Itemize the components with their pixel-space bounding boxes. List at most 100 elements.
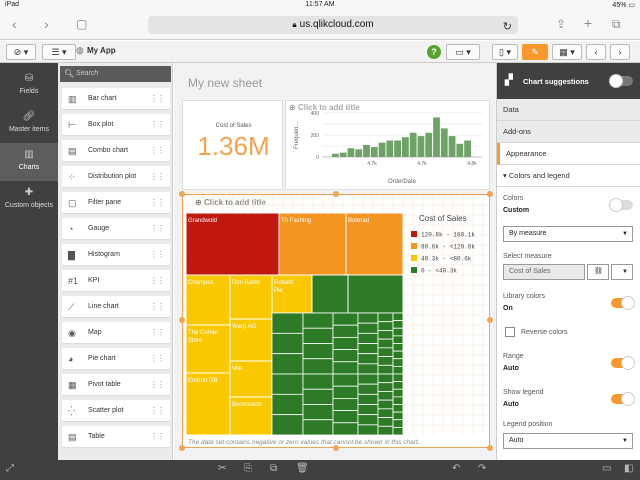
treemap-cell[interactable] <box>332 397 359 411</box>
tabs-icon[interactable]: ⧉ <box>612 17 621 31</box>
drag-handle-icon[interactable]: ⋮⋮ <box>150 354 165 363</box>
treemap-cell[interactable] <box>271 274 313 314</box>
sheets-button[interactable]: ▦ ▾ <box>552 44 582 60</box>
undo-icon[interactable]: ↶ <box>452 463 461 474</box>
treemap-cell[interactable] <box>377 364 394 375</box>
treemap-cell[interactable] <box>357 414 379 426</box>
treemap-cell[interactable] <box>332 336 359 350</box>
window-icon[interactable]: ▭ <box>602 463 612 474</box>
treemap-cell[interactable] <box>271 312 304 334</box>
treemap-cell[interactable] <box>392 426 404 435</box>
treemap-object[interactable]: ⊕ Click to add title Grandwold Th Fashing… <box>179 191 493 451</box>
treemap-cell[interactable] <box>229 318 273 362</box>
global-menu-button[interactable]: ☰ ▾ <box>42 44 76 60</box>
chart-list-item[interactable]: ▢ Filter pane ⋮⋮ <box>62 192 170 214</box>
resize-handle[interactable] <box>333 445 339 451</box>
measure-field[interactable]: Cost of Sales <box>503 264 585 280</box>
resize-handle[interactable] <box>179 317 185 323</box>
help-icon[interactable]: ? <box>427 45 441 59</box>
chart-list-item[interactable]: ▇ Histogram ⋮⋮ <box>62 244 170 266</box>
treemap-cell[interactable] <box>377 399 394 410</box>
chart-list-item[interactable]: ▥ Bar chart ⋮⋮ <box>62 88 170 110</box>
forward-icon[interactable]: › <box>44 16 49 32</box>
treemap-cell[interactable] <box>357 404 379 416</box>
library-colors-toggle[interactable] <box>611 296 635 310</box>
treemap-cell[interactable] <box>392 396 404 405</box>
treemap-cell[interactable] <box>271 393 304 416</box>
sheet-title[interactable]: My new sheet <box>188 76 263 90</box>
chart-list-item[interactable]: ▤ Table ⋮⋮ <box>62 426 170 448</box>
histogram-bar[interactable] <box>370 147 378 157</box>
drag-handle-icon[interactable]: ⋮⋮ <box>150 146 165 155</box>
kpi-object[interactable]: Cost of Sales 1.36M <box>182 100 283 190</box>
chart-list-item[interactable]: ⟋ Line chart ⋮⋮ <box>62 296 170 318</box>
histogram-bar[interactable] <box>355 149 363 157</box>
app-name[interactable]: My App <box>87 46 116 55</box>
cut-icon[interactable]: ✂ <box>218 463 227 474</box>
chart-list-item[interactable]: ⊢ Box plot ⋮⋮ <box>62 114 170 136</box>
drag-handle-icon[interactable]: ⋮⋮ <box>150 94 165 103</box>
edit-button[interactable]: ✎ <box>522 44 548 60</box>
treemap-cell[interactable] <box>392 411 404 421</box>
treemap-cell[interactable] <box>392 350 404 360</box>
chart-list-item[interactable]: ◔ Gauge ⋮⋮ <box>62 218 170 240</box>
expand-icon[interactable]: ⤢ <box>6 463 14 474</box>
treemap-cell[interactable] <box>332 349 359 363</box>
chart-list-item[interactable]: ◕ Pie chart ⋮⋮ <box>62 348 170 370</box>
new-tab-icon[interactable]: + <box>584 15 593 31</box>
treemap-cell[interactable] <box>302 343 334 360</box>
drag-handle-icon[interactable]: ⋮⋮ <box>150 276 165 285</box>
treemap-cell[interactable] <box>271 353 304 375</box>
colors-toggle[interactable] <box>609 198 633 212</box>
show-legend-toggle[interactable] <box>611 392 635 406</box>
histogram-bar[interactable] <box>394 140 401 158</box>
rail-item-custom-objects[interactable]: ✚ Custom objects <box>0 181 58 219</box>
treemap-cell[interactable] <box>311 274 349 314</box>
treemap-cell[interactable] <box>392 404 404 413</box>
treemap-cell[interactable] <box>229 274 273 320</box>
treemap-cell[interactable] <box>377 330 394 340</box>
resize-handle[interactable] <box>333 191 339 197</box>
treemap-cell[interactable] <box>392 320 404 329</box>
histogram-bar[interactable] <box>440 128 448 157</box>
histogram-bar[interactable] <box>433 117 440 157</box>
chart-list-item[interactable]: ◉ Map ⋮⋮ <box>62 322 170 344</box>
treemap-cell[interactable] <box>392 335 404 344</box>
treemap-cell[interactable] <box>332 422 359 435</box>
drag-handle-icon[interactable]: ⋮⋮ <box>150 250 165 259</box>
redo-icon[interactable]: ↷ <box>478 463 487 474</box>
treemap-cell[interactable] <box>377 425 394 435</box>
nav-add-ons[interactable]: Add-ons <box>497 121 640 143</box>
treemap-cell[interactable] <box>302 373 334 390</box>
treemap-cell[interactable] <box>185 212 280 276</box>
legend-position-dropdown[interactable]: Auto ▼ <box>503 433 633 449</box>
histogram-bar[interactable] <box>448 136 456 157</box>
treemap-cell[interactable] <box>271 373 304 395</box>
treemap-cell[interactable] <box>185 324 231 374</box>
treemap-cell[interactable] <box>332 385 359 399</box>
treemap-cell[interactable] <box>271 332 304 355</box>
drag-handle-icon[interactable]: ⋮⋮ <box>150 406 165 415</box>
chart-list-item[interactable]: ▦ Pivot table ⋮⋮ <box>62 374 170 396</box>
resize-handle[interactable] <box>487 191 493 197</box>
treemap-cell[interactable] <box>357 353 379 365</box>
treemap-cell[interactable] <box>392 312 404 322</box>
histogram-title[interactable]: ⊕ Click to add title <box>289 103 360 112</box>
share-icon[interactable]: ⇪ <box>556 17 567 31</box>
histogram-bar[interactable] <box>339 152 347 157</box>
drag-handle-icon[interactable]: ⋮⋮ <box>150 172 165 181</box>
treemap-cell[interactable] <box>357 322 379 334</box>
measure-link-button[interactable]: ⛓ <box>587 264 609 280</box>
treemap-cell[interactable] <box>377 312 394 323</box>
treemap-cell[interactable] <box>377 382 394 392</box>
treemap-cell[interactable] <box>357 424 379 435</box>
device-preview-button[interactable]: ▯ ▾ <box>492 44 518 60</box>
treemap-cell[interactable] <box>377 356 394 366</box>
treemap-cell[interactable] <box>377 408 394 418</box>
next-sheet-button[interactable]: › <box>610 44 630 60</box>
treemap-cell[interactable] <box>392 327 404 337</box>
treemap-cell[interactable] <box>278 212 347 276</box>
chart-list-item[interactable]: ▤ Combo chart ⋮⋮ <box>62 140 170 162</box>
histogram-bar[interactable] <box>409 132 417 157</box>
chart-list-item[interactable]: ⁘ Distribution plot ⋮⋮ <box>62 166 170 188</box>
